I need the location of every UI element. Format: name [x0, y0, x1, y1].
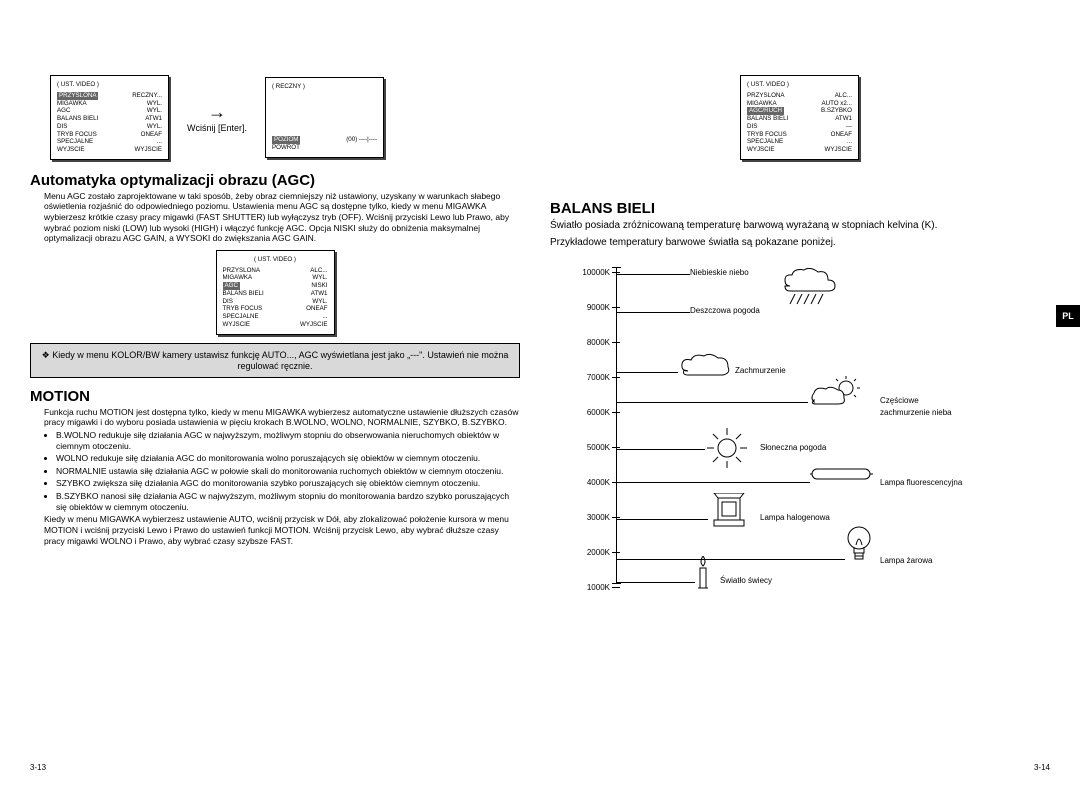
- candle-icon: [695, 556, 711, 591]
- scale-label: Słoneczna pogoda: [760, 443, 826, 452]
- agc-title: Automatyka optymalizacji obrazu (AGC): [30, 172, 520, 189]
- motion-item: NORMALNIE ustawia siłę działania AGC w p…: [56, 466, 520, 477]
- motion-title: MOTION: [30, 388, 520, 405]
- mid-menu-wrap: ( UST. VIDEO )PRZYSLONAALC...MIGAWKAWYL.…: [30, 250, 520, 335]
- scale-tick: 2000K: [560, 548, 620, 557]
- halogen-lamp-icon: [708, 493, 750, 531]
- footer-left: 3-13: [30, 763, 46, 772]
- top-menu-group: ( UST. VIDEO )PRZYSLONARECZNY...MIGAWKAW…: [50, 75, 520, 160]
- scale-label: Lampa fluorescencyjna: [880, 478, 962, 487]
- motion-item: SZYBKO zwiększa siłę działania AGC do mo…: [56, 478, 520, 489]
- cloud-icon: [678, 353, 733, 383]
- fluorescent-lamp-icon: [810, 466, 875, 484]
- scale-tick: 8000K: [560, 338, 620, 347]
- enter-label: Wciśnij [Enter].: [187, 123, 247, 133]
- left-page: ( UST. VIDEO )PRZYSLONARECZNY...MIGAWKAW…: [30, 20, 550, 550]
- language-tab: PL: [1056, 305, 1080, 327]
- scale-label: Częściowe: [880, 396, 919, 405]
- menu-ust-video-1: ( UST. VIDEO )PRZYSLONARECZNY...MIGAWKAW…: [50, 75, 169, 160]
- motion-item: B.SZYBKO nanosi siłę działania AGC w naj…: [56, 491, 520, 512]
- motion-outro: Kiedy w menu MIGAWKA wybierzesz ustawien…: [30, 514, 520, 546]
- enter-plus-arrow: → Wciśnij [Enter].: [187, 102, 247, 133]
- motion-item: WOLNO redukuje siłę działania AGC do mon…: [56, 453, 520, 464]
- bulb-icon: [845, 523, 873, 565]
- scale-tick: 5000K: [560, 443, 620, 452]
- scale-tick: 7000K: [560, 373, 620, 382]
- balans-text2: Przykładowe temperatury barwowe światła …: [550, 236, 1040, 250]
- scale-label: Niebieskie niebo: [690, 268, 749, 277]
- rain-cloud-icon: [780, 268, 840, 308]
- page-spread: ( UST. VIDEO )PRZYSLONARECZNY...MIGAWKAW…: [0, 0, 1080, 570]
- scale-label: Lampa halogenowa: [760, 513, 830, 522]
- scale-label: Deszczowa pogoda: [690, 306, 760, 315]
- scale-tick: 6000K: [560, 408, 620, 417]
- scale-label: Zachmurzenie: [735, 366, 786, 375]
- motion-list: B.WOLNO redukuje siłę działania AGC w na…: [30, 430, 520, 512]
- sun-icon: [705, 426, 750, 471]
- scale-tick: 10000K: [560, 268, 620, 277]
- scale-label: Lampa żarowa: [880, 556, 932, 565]
- right-page: ( UST. VIDEO )PRZYSLONAALC...MIGAWKAAUTO…: [550, 20, 1040, 550]
- scale-tick: 9000K: [560, 303, 620, 312]
- footer-right: 3-14: [1034, 763, 1050, 772]
- motion-item: B.WOLNO redukuje siłę działania AGC w na…: [56, 430, 520, 451]
- balans-title: BALANS BIELI: [550, 200, 1040, 217]
- menu-ust-video-2: ( UST. VIDEO )PRZYSLONAALC...MIGAWKAWYL.…: [216, 250, 335, 335]
- scale-axis: [616, 268, 617, 583]
- balans-text1: Światło posiada zróżnicowaną temperaturę…: [550, 219, 1040, 233]
- scale-tick: 4000K: [560, 478, 620, 487]
- scale-label: Światło świecy: [720, 576, 772, 585]
- motion-intro: Funkcja ruchu MOTION jest dostępna tylko…: [30, 407, 520, 428]
- scale-label: zachmurzenie nieba: [880, 408, 952, 417]
- menu-reczny: ( RECZNY )POZIOM(00) ----|----POWROT: [265, 77, 384, 157]
- note-box: ❖ Kiedy w menu KOLOR/BW kamery ustawisz …: [30, 343, 520, 378]
- right-menu-wrap: ( UST. VIDEO )PRZYSLONAALC...MIGAWKAAUTO…: [740, 75, 1040, 160]
- scale-tick: 3000K: [560, 513, 620, 522]
- agc-text: Menu AGC zostało zaprojektowane w taki s…: [30, 191, 520, 244]
- scale-tick: 1000K: [560, 583, 620, 592]
- arrow-icon: →: [187, 102, 247, 123]
- menu-ust-video-3: ( UST. VIDEO )PRZYSLONAALC...MIGAWKAAUTO…: [740, 75, 859, 160]
- sun-cloud-icon: [808, 376, 868, 416]
